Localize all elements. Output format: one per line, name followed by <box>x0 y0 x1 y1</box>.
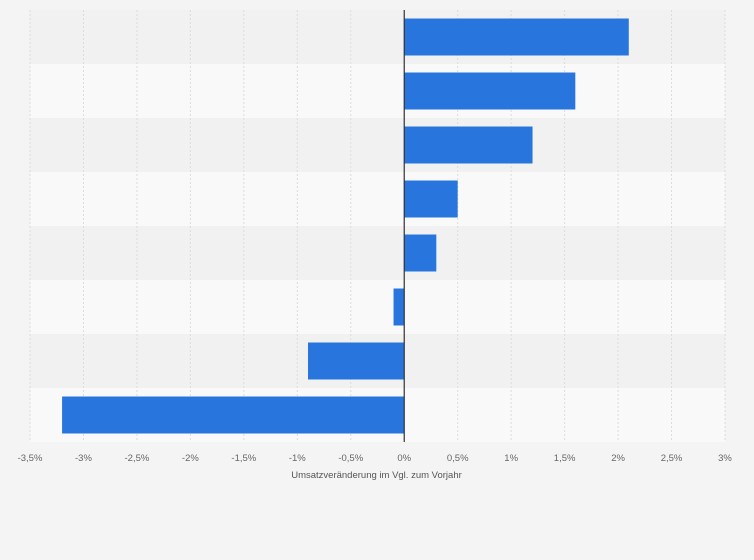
bar[interactable] <box>404 18 629 56</box>
gridlines <box>29 10 726 442</box>
x-tick-label: 2% <box>611 453 625 464</box>
bar[interactable] <box>404 72 576 110</box>
x-tick-label: -1,5% <box>231 453 256 464</box>
x-tick-label: -3% <box>75 453 92 464</box>
x-tick-label: -2,5% <box>125 453 150 464</box>
bar[interactable] <box>404 126 533 164</box>
x-tick-label: 1% <box>504 453 518 464</box>
x-tick-label: -3,5% <box>18 453 43 464</box>
x-tick-label: -2% <box>182 453 199 464</box>
row-band <box>30 118 725 172</box>
row-band <box>30 64 725 118</box>
row-band <box>30 280 725 334</box>
row-band <box>30 172 725 226</box>
x-tick-label: 2,5% <box>661 453 683 464</box>
row-band <box>30 226 725 280</box>
x-tick-label: 3% <box>718 453 732 464</box>
x-axis-title: Umsatzveränderung im Vgl. zum Vorjahr <box>291 470 462 481</box>
x-tick-label: 1,5% <box>554 453 576 464</box>
bar[interactable] <box>393 288 405 326</box>
x-tick-labels: -3,5% -3% -2,5% -2% -1,5% -1% -0,5% 0% 0,5% 1% 1,5… <box>18 453 733 464</box>
bar[interactable] <box>308 342 405 380</box>
bar[interactable] <box>404 234 437 272</box>
x-tick-label: 0% <box>397 453 411 464</box>
x-tick-label: -1% <box>289 453 306 464</box>
bar[interactable] <box>404 180 458 218</box>
bars <box>62 18 629 434</box>
x-tick-label: 0,5% <box>447 453 469 464</box>
x-tick-label: -0,5% <box>338 453 363 464</box>
bar[interactable] <box>62 396 405 434</box>
